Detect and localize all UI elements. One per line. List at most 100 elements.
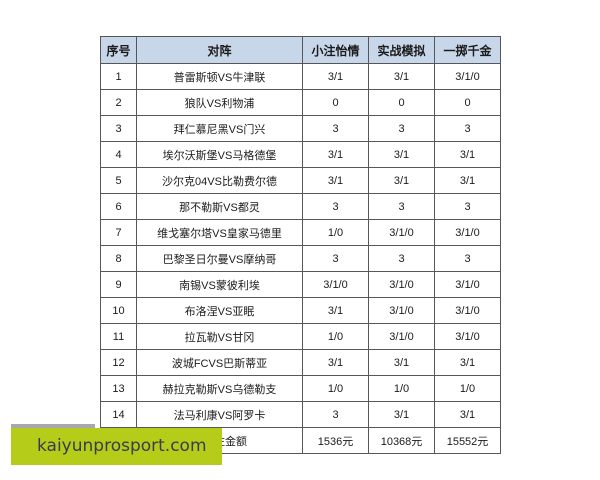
- bet-table-container: 序号 对阵 小注怡情 实战模拟 一掷千金 1 普雷斯顿VS牛津联 3/1 3/1…: [100, 36, 501, 454]
- table-row: 6 那不勒斯VS都灵 3 3 3: [100, 193, 501, 220]
- table-row: 2 狼队VS利物浦 0 0 0: [100, 89, 501, 116]
- column-header-match: 对阵: [136, 36, 303, 64]
- cell-match: 普雷斯顿VS牛津联: [136, 63, 303, 90]
- cell-plan-large: 3/1: [434, 349, 501, 376]
- lottery-bet-table: 序号 对阵 小注怡情 实战模拟 一掷千金 1 普雷斯顿VS牛津联 3/1 3/1…: [100, 36, 501, 454]
- cell-match: 拜仁慕尼黑VS门兴: [136, 115, 303, 142]
- cell-index: 11: [100, 323, 137, 350]
- watermark-gray-bar: [11, 424, 95, 431]
- cell-index: 6: [100, 193, 137, 220]
- table-body: 1 普雷斯顿VS牛津联 3/1 3/1 3/1/0 2 狼队VS利物浦 0 0 …: [100, 63, 501, 454]
- cell-plan-small: 3: [302, 193, 369, 220]
- table-row: 13 赫拉克勒斯VS乌德勒支 1/0 1/0 1/0: [100, 375, 501, 402]
- column-header-plan-medium: 实战模拟: [368, 36, 435, 64]
- cell-match: 法马利康VS阿罗卡: [136, 401, 303, 428]
- cell-plan-medium: 3/1: [368, 401, 435, 428]
- cell-match: 埃尔沃斯堡VS马格德堡: [136, 141, 303, 168]
- cell-plan-small: 3/1: [302, 141, 369, 168]
- total-plan-medium: 10368元: [368, 427, 435, 454]
- column-header-plan-small: 小注怡情: [302, 36, 369, 64]
- cell-plan-medium: 3/1/0: [368, 323, 435, 350]
- table-row: 7 维戈塞尔塔VS皇家马德里 1/0 3/1/0 3/1/0: [100, 219, 501, 246]
- cell-plan-small: 3/1: [302, 349, 369, 376]
- cell-plan-medium: 3/1/0: [368, 271, 435, 298]
- cell-plan-large: 3/1: [434, 401, 501, 428]
- cell-match: 波城FCVS巴斯蒂亚: [136, 349, 303, 376]
- cell-plan-small: 1/0: [302, 375, 369, 402]
- header-row: 序号 对阵 小注怡情 实战模拟 一掷千金: [100, 36, 501, 64]
- cell-match: 拉瓦勒VS甘冈: [136, 323, 303, 350]
- cell-plan-large: 3: [434, 115, 501, 142]
- cell-plan-medium: 3/1: [368, 349, 435, 376]
- cell-index: 14: [100, 401, 137, 428]
- cell-plan-medium: 3/1: [368, 141, 435, 168]
- cell-plan-medium: 3/1: [368, 63, 435, 90]
- cell-plan-small: 3/1: [302, 63, 369, 90]
- cell-plan-medium: 3: [368, 245, 435, 272]
- table-row: 4 埃尔沃斯堡VS马格德堡 3/1 3/1 3/1: [100, 141, 501, 168]
- cell-plan-medium: 3/1: [368, 167, 435, 194]
- cell-plan-small: 1/0: [302, 219, 369, 246]
- cell-plan-large: 1/0: [434, 375, 501, 402]
- cell-plan-small: 3: [302, 245, 369, 272]
- cell-index: 10: [100, 297, 137, 324]
- cell-plan-small: 3: [302, 401, 369, 428]
- cell-index: 3: [100, 115, 137, 142]
- cell-plan-medium: 3/1/0: [368, 219, 435, 246]
- table-header: 序号 对阵 小注怡情 实战模拟 一掷千金: [100, 36, 501, 64]
- cell-match: 布洛涅VS亚眠: [136, 297, 303, 324]
- cell-index: 7: [100, 219, 137, 246]
- table-row: 14 法马利康VS阿罗卡 3 3/1 3/1: [100, 401, 501, 428]
- cell-plan-large: 3/1/0: [434, 297, 501, 324]
- cell-match: 赫拉克勒斯VS乌德勒支: [136, 375, 303, 402]
- watermark-site-label: kaiyunprosport.com: [37, 436, 207, 456]
- cell-index: 13: [100, 375, 137, 402]
- cell-match: 巴黎圣日尔曼VS摩纳哥: [136, 245, 303, 272]
- cell-match: 南锡VS蒙彼利埃: [136, 271, 303, 298]
- cell-index: 12: [100, 349, 137, 376]
- table-row: 12 波城FCVS巴斯蒂亚 3/1 3/1 3/1: [100, 349, 501, 376]
- cell-plan-large: 3/1/0: [434, 323, 501, 350]
- cell-plan-small: 3: [302, 115, 369, 142]
- cell-plan-large: 3: [434, 245, 501, 272]
- cell-index: 4: [100, 141, 137, 168]
- cell-plan-medium: 0: [368, 89, 435, 116]
- cell-plan-medium: 3: [368, 115, 435, 142]
- cell-index: 9: [100, 271, 137, 298]
- table-row: 9 南锡VS蒙彼利埃 3/1/0 3/1/0 3/1/0: [100, 271, 501, 298]
- column-header-index: 序号: [100, 36, 137, 64]
- table-row: 5 沙尔克04VS比勒费尔德 3/1 3/1 3/1: [100, 167, 501, 194]
- cell-plan-large: 3/1/0: [434, 271, 501, 298]
- cell-plan-large: 0: [434, 89, 501, 116]
- cell-index: 1: [100, 63, 137, 90]
- total-plan-small: 1536元: [302, 427, 369, 454]
- total-plan-large: 15552元: [434, 427, 501, 454]
- cell-index: 8: [100, 245, 137, 272]
- cell-plan-medium: 3/1/0: [368, 297, 435, 324]
- cell-plan-small: 0: [302, 89, 369, 116]
- cell-index: 5: [100, 167, 137, 194]
- cell-match: 那不勒斯VS都灵: [136, 193, 303, 220]
- cell-plan-small: 1/0: [302, 323, 369, 350]
- cell-plan-large: 3/1: [434, 167, 501, 194]
- cell-plan-large: 3/1: [434, 141, 501, 168]
- cell-index: 2: [100, 89, 137, 116]
- column-header-plan-large: 一掷千金: [434, 36, 501, 64]
- cell-plan-small: 3/1: [302, 167, 369, 194]
- cell-plan-large: 3: [434, 193, 501, 220]
- cell-match: 狼队VS利物浦: [136, 89, 303, 116]
- cell-plan-small: 3/1/0: [302, 271, 369, 298]
- cell-match: 沙尔克04VS比勒费尔德: [136, 167, 303, 194]
- table-row: 10 布洛涅VS亚眠 3/1 3/1/0 3/1/0: [100, 297, 501, 324]
- cell-plan-large: 3/1/0: [434, 219, 501, 246]
- cell-plan-medium: 1/0: [368, 375, 435, 402]
- watermark-banner: [11, 428, 222, 465]
- cell-plan-small: 3/1: [302, 297, 369, 324]
- table-row: 3 拜仁慕尼黑VS门兴 3 3 3: [100, 115, 501, 142]
- table-row: 8 巴黎圣日尔曼VS摩纳哥 3 3 3: [100, 245, 501, 272]
- cell-match: 维戈塞尔塔VS皇家马德里: [136, 219, 303, 246]
- cell-plan-medium: 3: [368, 193, 435, 220]
- table-row: 1 普雷斯顿VS牛津联 3/1 3/1 3/1/0: [100, 63, 501, 90]
- table-row: 11 拉瓦勒VS甘冈 1/0 3/1/0 3/1/0: [100, 323, 501, 350]
